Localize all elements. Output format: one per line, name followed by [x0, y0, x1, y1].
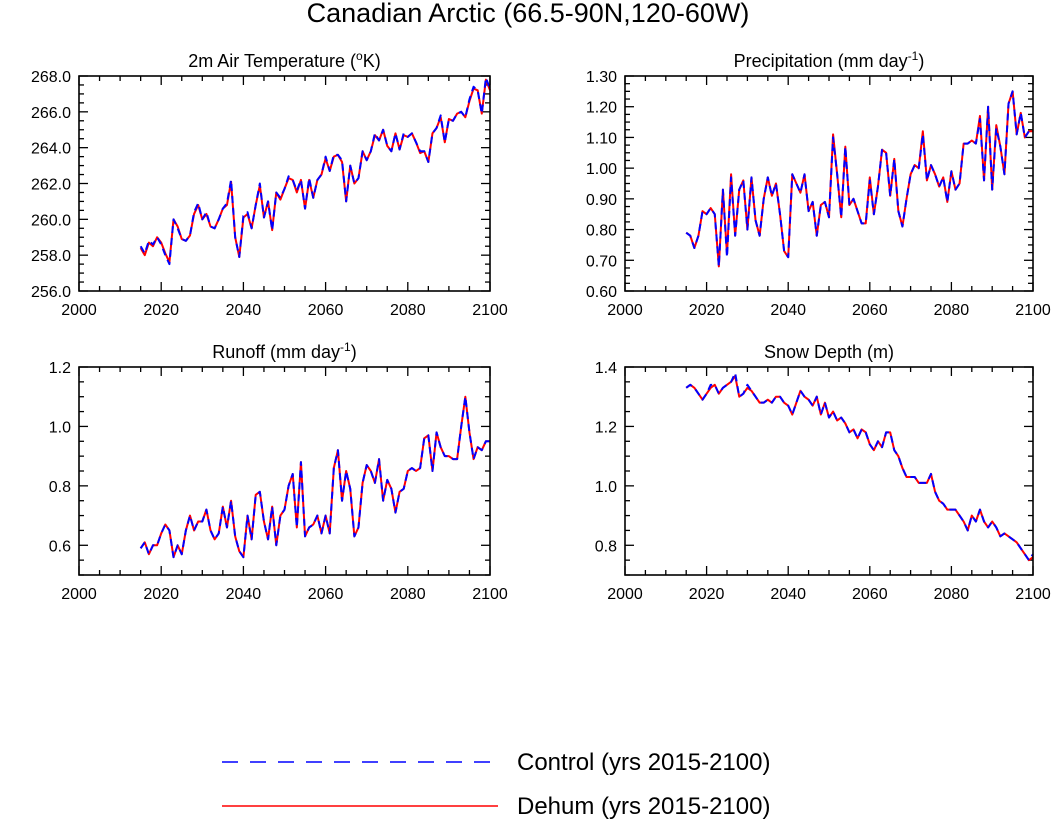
runoff-title-sup: -1: [340, 340, 351, 354]
runoff-title-suffix: ): [351, 342, 357, 362]
air-temperature-xtick-label: 2040: [226, 302, 262, 319]
precipitation-title-text: Precipitation (mm day: [734, 51, 908, 71]
snow-depth-xtick-label: 2020: [689, 586, 725, 603]
legend: Control (yrs 2015-2100) Dehum (yrs 2015-…: [222, 749, 770, 820]
precipitation-xtick-label: 2060: [852, 302, 888, 319]
runoff-xtick-label: 2100: [472, 586, 508, 603]
precipitation-ytick-label: 1.20: [586, 100, 617, 117]
air-temperature-ytick-label: 262.0: [31, 177, 71, 194]
legend-dehum-label: Dehum (yrs 2015-2100): [517, 793, 770, 820]
snow-depth-title-text: Snow Depth (m): [764, 342, 894, 362]
air-temperature-xtick-label: 2080: [390, 302, 426, 319]
air-temperature-frame: [78, 75, 491, 292]
snow-depth-xtick-label: 2040: [770, 586, 806, 603]
precipitation-title-suffix: ): [918, 51, 924, 71]
snow-depth-control-series: [685, 371, 1034, 562]
air-temperature-title-sup: o: [356, 49, 363, 63]
precipitation-dehum-series: [685, 90, 1033, 268]
air-temperature-ytick-label: 256.0: [31, 284, 71, 301]
air-temperature-ytick-label: 260.0: [31, 212, 71, 229]
precipitation-xtick-label: 2100: [1015, 302, 1051, 319]
precipitation-ytick-label: 0.70: [586, 253, 617, 270]
precipitation-ytick-label: 1.10: [586, 130, 617, 147]
runoff-ytick-label: 1.2: [49, 360, 71, 377]
precipitation-xtick-label: 2020: [689, 302, 725, 319]
air-temperature-ytick-label: 258.0: [31, 248, 71, 265]
runoff-title: Runoff (mm day-1): [212, 340, 356, 362]
snow-depth-xtick-label: 2080: [934, 586, 970, 603]
snow-depth-ytick-label: 0.8: [595, 538, 617, 555]
snow-depth-xtick-label: 2100: [1015, 586, 1051, 603]
precipitation-ytick-label: 0.80: [586, 223, 617, 240]
air-temperature-title-text: 2m Air Temperature (: [188, 51, 356, 71]
figure-title: Canadian Arctic (66.5-90N,120-60W): [307, 0, 750, 28]
air-temperature-ytick-label: 264.0: [31, 141, 71, 158]
snow-depth-xtick-label: 2060: [852, 586, 888, 603]
legend-control-label: Control (yrs 2015-2100): [517, 749, 770, 776]
snow-depth-title: Snow Depth (m): [764, 342, 894, 362]
air-temperature-xtick-label: 2100: [472, 302, 508, 319]
runoff-frame: [78, 366, 491, 576]
air-temperature-dehum-series: [139, 78, 491, 264]
snow-depth-ytick-label: 1.2: [595, 419, 617, 436]
precipitation-xtick-label: 2080: [934, 302, 970, 319]
runoff-dehum-series: [139, 395, 490, 559]
precipitation-xtick-label: 2000: [607, 302, 643, 319]
panel-snow-depth: Snow Depth (m) 2000 2020 2040 2060 2080 2100 0.…: [595, 342, 1051, 603]
runoff-xtick-label: 2080: [390, 586, 426, 603]
precipitation-frame: [624, 75, 1034, 292]
air-temperature-ytick-label: 266.0: [31, 105, 71, 122]
air-temperature-xtick-label: 2060: [308, 302, 344, 319]
snow-depth-ytick-label: 1.4: [595, 360, 617, 377]
runoff-title-text: Runoff (mm day: [212, 342, 340, 362]
snow-depth-ytick-label: 1.0: [595, 479, 617, 496]
precipitation-ytick-label: 0.90: [586, 192, 617, 209]
air-temperature-control-series: [139, 76, 491, 266]
panel-air-temperature: 2m Air Temperature (oK) 2000 2020 2040 2060 2…: [31, 49, 508, 319]
precipitation-title: Precipitation (mm day-1): [734, 49, 925, 71]
runoff-ytick-label: 0.6: [49, 538, 71, 555]
precipitation-ytick-label: 1.30: [586, 69, 617, 86]
air-temperature-title-suffix: K): [363, 51, 381, 71]
air-temperature-xtick-label: 2020: [143, 302, 179, 319]
runoff-xtick-label: 2040: [226, 586, 262, 603]
panel-precipitation: Precipitation (mm day-1) 2000 2020 2040 2060…: [586, 49, 1051, 319]
snow-depth-dehum-series: [685, 374, 1034, 562]
panel-runoff: Runoff (mm day-1) 2000 2020 2040 2060 2080 210…: [49, 340, 508, 603]
air-temperature-ytick-label: 268.0: [31, 69, 71, 86]
runoff-xtick-label: 2060: [308, 586, 344, 603]
precipitation-title-sup: -1: [908, 49, 919, 63]
precipitation-ytick-label: 1.00: [586, 161, 617, 178]
precipitation-control-series: [685, 90, 1033, 268]
air-temperature-xtick-label: 2000: [61, 302, 97, 319]
runoff-xtick-label: 2000: [61, 586, 97, 603]
air-temperature-title: 2m Air Temperature (oK): [188, 49, 380, 71]
runoff-ytick-label: 0.8: [49, 479, 71, 496]
runoff-control-series: [139, 395, 490, 559]
snow-depth-xtick-label: 2000: [607, 586, 643, 603]
snow-depth-frame: [624, 366, 1034, 576]
precipitation-ytick-label: 0.60: [586, 284, 617, 301]
precipitation-xtick-label: 2040: [770, 302, 806, 319]
runoff-ytick-label: 1.0: [49, 419, 71, 436]
runoff-xtick-label: 2020: [143, 586, 179, 603]
